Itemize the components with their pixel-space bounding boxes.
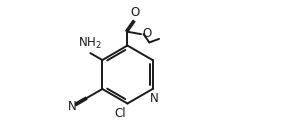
Text: NH$_2$: NH$_2$ — [78, 36, 102, 51]
Text: Cl: Cl — [114, 107, 126, 120]
Text: N: N — [68, 100, 77, 113]
Text: O: O — [142, 27, 152, 40]
Text: O: O — [130, 6, 140, 19]
Text: N: N — [150, 92, 159, 105]
